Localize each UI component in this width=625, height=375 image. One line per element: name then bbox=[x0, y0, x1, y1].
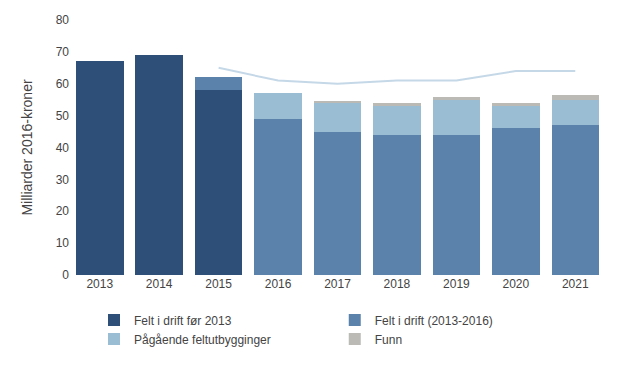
svg-text:2020: 2020 bbox=[502, 277, 529, 291]
svg-text:2015: 2015 bbox=[205, 277, 232, 291]
svg-text:70: 70 bbox=[56, 45, 70, 59]
svg-text:0: 0 bbox=[62, 268, 69, 282]
svg-text:Felt i drift (2013-2016): Felt i drift (2013-2016) bbox=[375, 314, 493, 328]
svg-text:2013: 2013 bbox=[86, 277, 113, 291]
svg-text:30: 30 bbox=[56, 173, 70, 187]
svg-text:2017: 2017 bbox=[324, 277, 351, 291]
svg-text:40: 40 bbox=[56, 141, 70, 155]
svg-text:Milliarder 2016-kroner: Milliarder 2016-kroner bbox=[19, 79, 35, 216]
svg-text:Felt i drift før 2013: Felt i drift før 2013 bbox=[134, 314, 232, 328]
svg-text:2014: 2014 bbox=[146, 277, 173, 291]
svg-text:2021: 2021 bbox=[562, 277, 589, 291]
svg-text:50: 50 bbox=[56, 109, 70, 123]
svg-text:Pågående feltutbygginger: Pågående feltutbygginger bbox=[134, 333, 271, 347]
svg-text:Funn: Funn bbox=[375, 333, 402, 347]
svg-text:2019: 2019 bbox=[443, 277, 470, 291]
svg-text:80: 80 bbox=[56, 13, 70, 27]
svg-text:2016: 2016 bbox=[265, 277, 292, 291]
svg-text:2018: 2018 bbox=[384, 277, 411, 291]
svg-text:20: 20 bbox=[56, 204, 70, 218]
svg-text:60: 60 bbox=[56, 77, 70, 91]
svg-text:10: 10 bbox=[56, 236, 70, 250]
